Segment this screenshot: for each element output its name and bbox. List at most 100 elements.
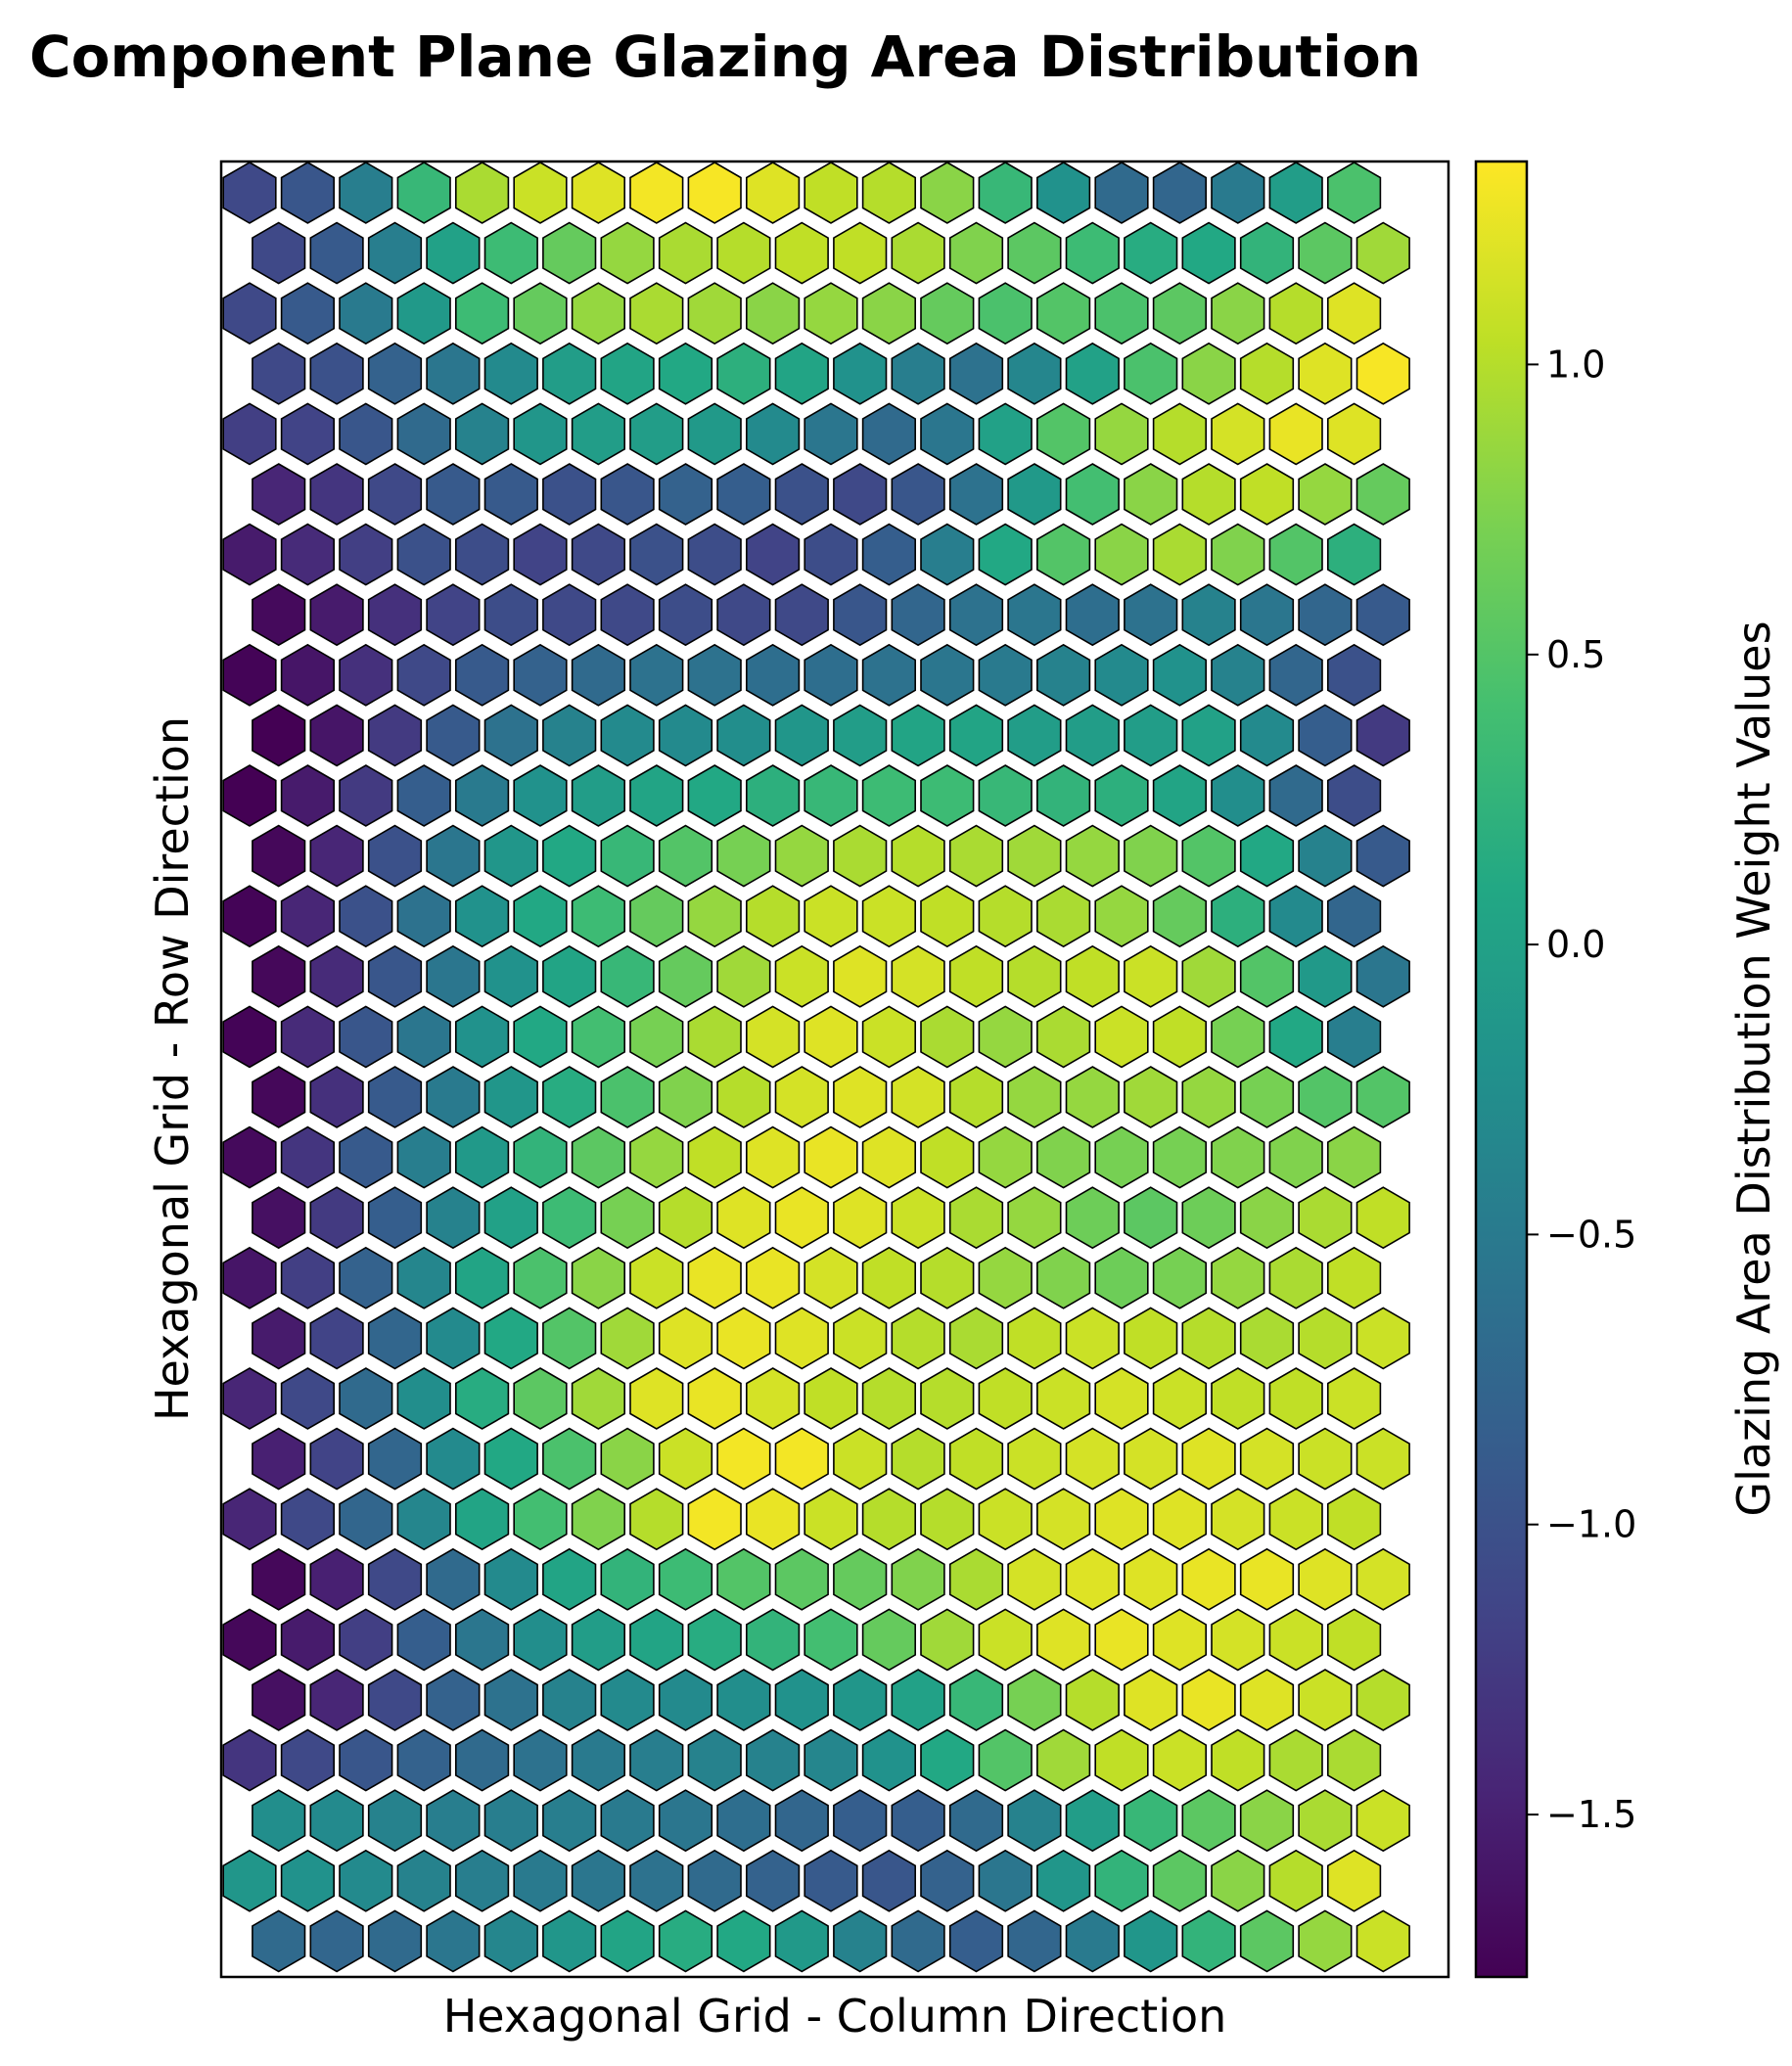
hex-cell-r18-c1	[280, 1246, 336, 1309]
hex-cell-r8-c14	[1036, 643, 1091, 707]
hex-cell-r13-c6	[600, 944, 655, 1008]
hex-cell-r2-c14	[1036, 282, 1091, 345]
hex-cell-r2-c12	[920, 282, 975, 345]
hex-cell-r24-c19	[1327, 1608, 1382, 1672]
hex-cell-r8-c0	[222, 643, 277, 707]
hex-cell-r11-c9	[774, 824, 829, 888]
hex-cell-r21-c12	[948, 1427, 1004, 1491]
hex-cell-r28-c8	[687, 1849, 742, 1912]
colorbar	[1474, 160, 1529, 1979]
hex-cell-r27-c12	[948, 1789, 1004, 1853]
hex-cell-r1-c4	[483, 221, 538, 285]
hex-cell-r25-c15	[1124, 1669, 1178, 1731]
hex-cell-r27-c2	[367, 1789, 423, 1853]
hex-cell-r23-c9	[774, 1547, 829, 1611]
hex-cell-r24-c4	[454, 1608, 510, 1672]
hex-cell-r19-c0	[252, 1307, 306, 1370]
hex-cell-r13-c7	[658, 944, 713, 1008]
hex-cell-r10-c17	[1211, 764, 1265, 827]
hex-cell-r13-c11	[891, 944, 945, 1008]
hex-cell-r15-c9	[774, 1066, 829, 1128]
hex-cell-r21-c16	[1181, 1427, 1236, 1491]
hex-cell-r12-c8	[687, 885, 742, 948]
hex-cell-r4-c13	[978, 402, 1033, 466]
hex-cell-r18-c11	[861, 1246, 917, 1309]
hex-cell-r6-c14	[1036, 523, 1091, 586]
hex-cell-r19-c1	[309, 1307, 364, 1370]
hex-cell-r5-c10	[833, 463, 888, 526]
hex-cell-r14-c17	[1211, 1005, 1265, 1069]
hex-cell-r0-c9	[745, 161, 801, 224]
colorbar-tick-label: −1.0	[1546, 1503, 1636, 1546]
hex-cell-r9-c2	[367, 704, 423, 767]
hex-cell-r1-c10	[833, 221, 888, 285]
hex-cell-r9-c6	[600, 704, 655, 767]
hex-cell-r14-c14	[1036, 1005, 1091, 1069]
hex-cell-r20-c16	[1152, 1367, 1207, 1430]
hex-cell-r26-c1	[280, 1728, 336, 1792]
hex-cell-r12-c17	[1211, 885, 1265, 948]
hex-cell-r25-c9	[774, 1669, 829, 1731]
hex-cell-r9-c12	[948, 704, 1004, 767]
hex-cell-r9-c4	[483, 704, 538, 767]
hex-cell-r8-c2	[339, 643, 393, 707]
hex-cell-r7-c8	[716, 583, 771, 647]
hex-cell-r26-c16	[1152, 1728, 1207, 1792]
hex-cell-r8-c6	[571, 643, 626, 707]
hex-cell-r13-c13	[1007, 944, 1062, 1008]
hex-cell-r20-c17	[1211, 1367, 1265, 1430]
hex-cell-r11-c6	[600, 824, 655, 888]
hex-cell-r9-c18	[1298, 704, 1353, 767]
hex-cell-r27-c18	[1298, 1789, 1353, 1853]
hex-cell-r6-c2	[339, 523, 393, 586]
hex-cell-r7-c5	[542, 583, 597, 647]
hex-cell-r22-c1	[280, 1488, 336, 1551]
hex-cell-r19-c19	[1355, 1307, 1410, 1370]
colorbar-tick-label: −1.5	[1546, 1793, 1636, 1836]
hex-cell-r11-c15	[1124, 824, 1178, 888]
hex-cell-r1-c0	[252, 221, 306, 285]
hex-cell-r4-c15	[1094, 402, 1149, 466]
hex-cell-r16-c17	[1211, 1125, 1265, 1189]
hex-cell-r21-c5	[542, 1427, 597, 1491]
hex-cell-r20-c5	[513, 1367, 568, 1430]
hex-cell-r23-c3	[426, 1547, 481, 1611]
hex-cell-r12-c13	[978, 885, 1033, 948]
hex-cell-r8-c17	[1211, 643, 1265, 707]
hex-cell-r24-c6	[571, 1608, 626, 1672]
hex-cell-r17-c10	[833, 1186, 888, 1250]
hex-cell-r17-c18	[1298, 1186, 1353, 1250]
hex-cell-r1-c14	[1065, 221, 1120, 285]
hex-cell-r27-c0	[252, 1789, 306, 1853]
hex-cell-r14-c12	[920, 1005, 975, 1069]
hex-cell-r7-c19	[1355, 583, 1410, 647]
hex-cell-r23-c17	[1239, 1547, 1295, 1611]
hex-cell-r10-c2	[339, 764, 393, 827]
hex-cell-r8-c9	[745, 643, 801, 707]
hex-cell-r22-c19	[1327, 1488, 1382, 1551]
hex-cell-r3-c19	[1355, 342, 1410, 405]
hex-cell-r26-c8	[687, 1728, 742, 1792]
hex-cell-r2-c4	[454, 282, 510, 345]
hex-cell-r23-c13	[1007, 1547, 1062, 1611]
hex-cell-r3-c2	[367, 342, 423, 405]
hex-cell-r7-c0	[252, 583, 306, 647]
hex-cell-r7-c1	[309, 583, 364, 647]
hex-cell-r7-c18	[1298, 583, 1353, 647]
hex-cell-r3-c8	[716, 342, 771, 405]
hex-cell-r22-c18	[1268, 1488, 1323, 1551]
hex-cell-r21-c9	[774, 1427, 829, 1491]
hex-cell-r24-c9	[745, 1608, 801, 1672]
hex-cell-r0-c14	[1036, 161, 1091, 224]
hex-cell-r27-c1	[309, 1789, 364, 1853]
hex-cell-r11-c14	[1065, 824, 1120, 888]
hex-cell-r5-c18	[1298, 463, 1353, 526]
hex-cell-r17-c0	[252, 1186, 306, 1250]
hex-cell-r0-c4	[454, 161, 510, 224]
hex-cell-r18-c15	[1094, 1246, 1149, 1309]
hex-cell-r19-c12	[948, 1307, 1004, 1370]
hex-cell-r11-c4	[483, 824, 538, 888]
hex-cell-r17-c16	[1181, 1186, 1236, 1250]
hex-cell-r11-c16	[1181, 824, 1236, 888]
hex-cell-r5-c19	[1355, 463, 1410, 526]
